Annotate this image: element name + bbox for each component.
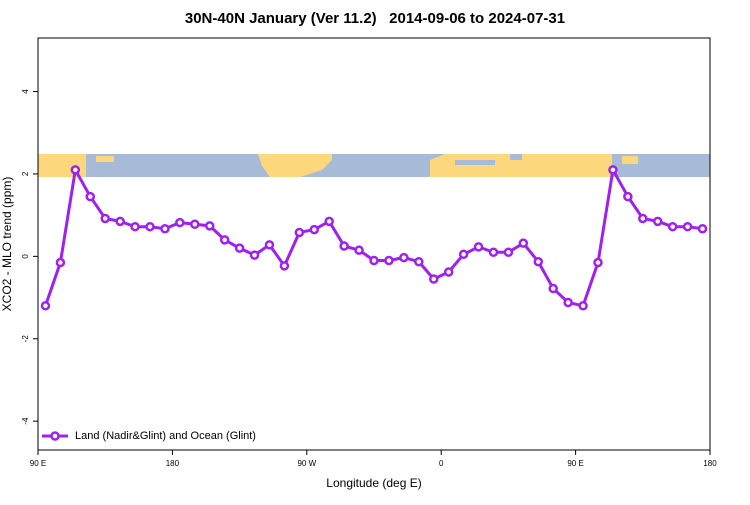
point <box>294 227 305 238</box>
x-tick-label: 0 <box>439 459 444 468</box>
point <box>593 257 603 268</box>
sea <box>510 154 522 160</box>
point <box>682 221 693 232</box>
point <box>249 250 260 260</box>
point <box>563 297 573 308</box>
y-tick-label: -2 <box>21 335 30 343</box>
point <box>518 238 529 248</box>
y-tick-label: 0 <box>21 254 30 259</box>
point <box>100 213 110 224</box>
land <box>258 154 332 177</box>
point <box>458 249 469 260</box>
legend-label: Land (Nadir&Glint) and Ocean (Glint) <box>75 430 256 442</box>
point <box>175 217 185 228</box>
x-axis-label: Longitude (deg E) <box>326 476 421 490</box>
point <box>369 255 379 266</box>
x-tick-label: 90 E <box>567 459 583 468</box>
point <box>428 274 439 284</box>
x-tick-label: 90 E <box>30 459 46 468</box>
x-tick-label: 90 W <box>297 459 316 468</box>
point <box>70 165 81 175</box>
x-tick-label: 180 <box>166 459 180 468</box>
point <box>533 256 544 267</box>
point <box>55 257 66 268</box>
x-tick-label: 180 <box>703 459 717 468</box>
sea <box>455 160 495 165</box>
point <box>130 221 140 232</box>
point <box>384 255 394 266</box>
point <box>638 213 648 224</box>
point <box>309 224 320 235</box>
point <box>85 191 96 202</box>
point <box>548 283 558 294</box>
y-tick-label: -4 <box>21 417 30 425</box>
land <box>96 156 114 162</box>
point <box>234 243 245 253</box>
point <box>608 165 618 175</box>
point <box>160 224 170 234</box>
land <box>622 156 638 164</box>
chart-title: 30N-40N January (Ver 11.2) 2014-09-06 to… <box>185 10 565 27</box>
point <box>697 224 708 234</box>
point <box>503 247 514 257</box>
land <box>430 154 612 177</box>
y-tick-label: 2 <box>21 171 30 176</box>
point <box>264 240 275 250</box>
y-tick-label: 4 <box>21 89 30 94</box>
point <box>324 216 334 227</box>
point <box>414 256 424 267</box>
point <box>204 221 215 231</box>
point <box>399 252 409 263</box>
point <box>652 216 663 227</box>
legend-marker <box>50 431 60 441</box>
point <box>473 242 484 252</box>
point <box>488 247 499 257</box>
point <box>667 221 678 232</box>
point <box>279 261 290 271</box>
point <box>354 245 364 255</box>
map-strip <box>38 154 710 177</box>
point <box>219 235 230 245</box>
point <box>623 191 633 202</box>
point <box>115 216 125 227</box>
y-axis-label: XCO2 - MLO trend (ppm) <box>0 177 14 312</box>
point <box>145 221 155 232</box>
point <box>190 219 200 229</box>
point <box>443 267 454 277</box>
point <box>578 301 588 311</box>
point <box>40 301 51 311</box>
point <box>339 241 349 251</box>
plot-frame <box>37 37 711 451</box>
